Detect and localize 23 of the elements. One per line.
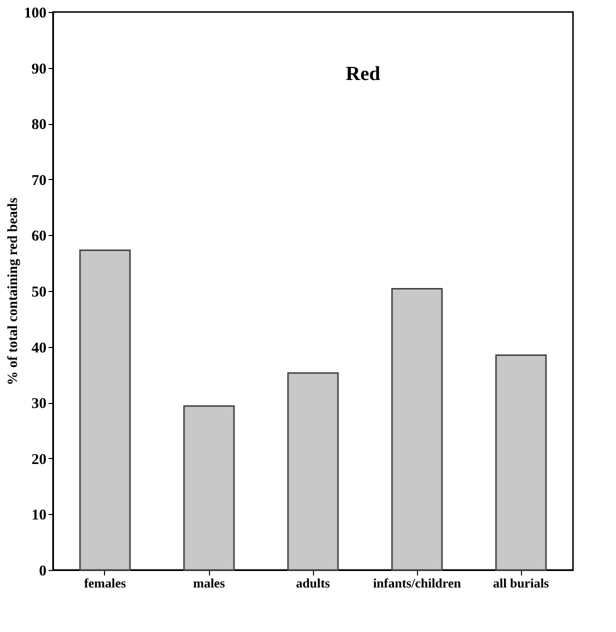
bar — [183, 405, 235, 571]
x-tick-label: infants/children — [373, 576, 462, 590]
y-tick-label: 80 — [32, 117, 46, 134]
bar — [495, 354, 547, 571]
annotation: Red — [346, 63, 380, 85]
y-tick-label: 50 — [32, 284, 46, 300]
x-tick-label: males — [193, 576, 225, 590]
x-tick-label: females — [84, 576, 126, 590]
y-tick-label: 0 — [39, 564, 46, 580]
y-axis-title: % of total containing red beads — [6, 197, 21, 386]
y-tick-label: 40 — [32, 340, 46, 356]
x-tick-label: all burials — [493, 576, 549, 590]
y-tick-label: 90 — [32, 61, 46, 78]
y-tick-label: 70 — [32, 172, 46, 189]
y-tick-label: 100 — [24, 6, 46, 22]
y-tick-label: 30 — [32, 396, 46, 412]
bar — [391, 288, 443, 571]
y-tick-label: 10 — [32, 508, 46, 524]
bar — [287, 372, 339, 571]
bar — [79, 250, 131, 571]
y-tick-label: 60 — [32, 228, 46, 245]
y-tick-label: 20 — [32, 452, 46, 468]
x-tick-label: adults — [296, 576, 330, 590]
